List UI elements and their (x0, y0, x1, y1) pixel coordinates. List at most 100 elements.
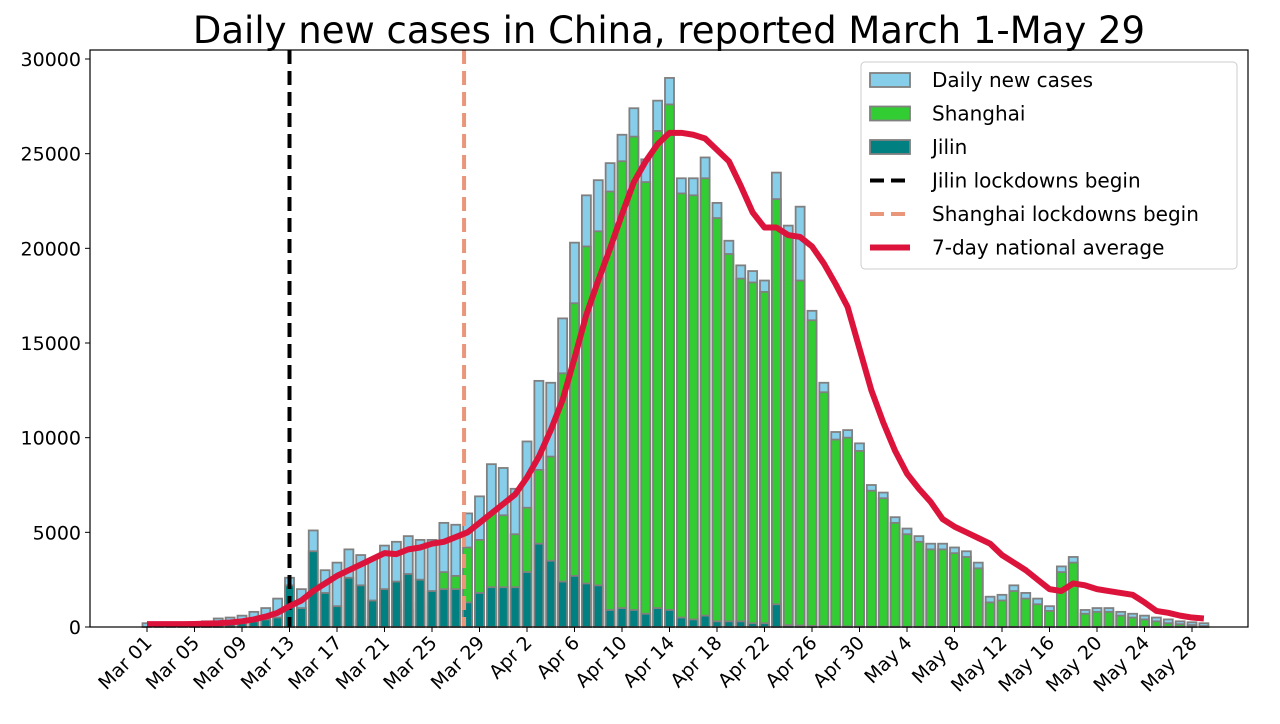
y-tick-label: 10000 (21, 428, 81, 450)
bar-jilin (629, 610, 638, 627)
bar-shanghai (926, 549, 935, 627)
bar-jilin (713, 621, 722, 627)
bar-jilin (428, 591, 437, 627)
bar-shanghai (879, 498, 888, 627)
bar-shanghai (701, 178, 710, 627)
bar-jilin (297, 608, 306, 627)
bar-shanghai (1009, 591, 1018, 627)
legend-label: Jilin (930, 135, 967, 159)
x-tick-label: May 4 (860, 632, 916, 688)
bar-shanghai (831, 440, 840, 627)
x-tick-label: Apr 14 (619, 632, 679, 692)
bar-shanghai (665, 104, 674, 627)
y-tick-label: 15000 (21, 333, 81, 355)
bar-shanghai (914, 542, 923, 627)
bar-jilin (570, 576, 579, 627)
bar-shanghai (772, 199, 781, 627)
bar-shanghai (784, 235, 793, 627)
bar-shanghai (713, 218, 722, 627)
bar-jilin (439, 589, 448, 627)
bar-jilin (487, 587, 496, 627)
bar-jilin (380, 589, 389, 627)
bar-shanghai (724, 254, 733, 627)
bar-jilin (344, 578, 353, 627)
bar-jilin (594, 585, 603, 627)
bar-shanghai (998, 600, 1007, 627)
legend-swatch (870, 73, 910, 87)
bar-shanghai (938, 549, 947, 627)
bar-shanghai (1104, 612, 1113, 627)
bar-shanghai (629, 137, 638, 627)
bar-shanghai (1021, 599, 1030, 627)
bar-shanghai (808, 320, 817, 627)
bar-shanghai (986, 602, 995, 627)
bar-jilin (261, 619, 270, 627)
y-tick-label: 5000 (33, 522, 81, 544)
bar-shanghai (736, 279, 745, 627)
bar-jilin (689, 619, 698, 627)
bar-jilin (665, 610, 674, 627)
bar-shanghai (867, 491, 876, 627)
bar-shanghai (641, 182, 650, 627)
bar-jilin (641, 614, 650, 627)
bar-jilin (333, 606, 342, 627)
legend-swatch (870, 107, 910, 121)
bar-shanghai (843, 438, 852, 627)
y-tick-label: 30000 (21, 49, 81, 71)
bar-shanghai (796, 281, 805, 627)
bar-jilin (546, 561, 555, 627)
bar-jilin (523, 572, 532, 627)
bar-shanghai (653, 131, 662, 627)
bar-shanghai (1116, 616, 1125, 627)
bar-shanghai (1045, 611, 1054, 627)
bar-shanghai (748, 282, 757, 627)
y-tick-label: 20000 (21, 238, 81, 260)
bar-shanghai (1033, 604, 1042, 627)
bar-jilin (772, 604, 781, 627)
bar-jilin (618, 608, 627, 627)
bar-jilin (736, 621, 745, 627)
bar-shanghai (1093, 612, 1102, 627)
x-tick-label: Mar 29 (427, 632, 489, 694)
legend-label: Shanghai lockdowns begin (932, 202, 1199, 226)
y-tick-label: 0 (69, 617, 81, 639)
bar-jilin (475, 593, 484, 627)
bar-shanghai (1081, 614, 1090, 627)
x-tick-label: Apr 22 (714, 632, 774, 692)
bar-jilin (451, 589, 460, 627)
bar-jilin (582, 583, 591, 627)
bar-jilin (404, 574, 413, 627)
x-tick-label: Apr 18 (666, 632, 726, 692)
bar-jilin (558, 582, 567, 627)
x-tick-label: Apr 2 (485, 632, 537, 684)
x-tick-label: Apr 10 (571, 632, 631, 692)
bar-shanghai (760, 292, 769, 627)
bar-jilin (677, 618, 686, 627)
bar-shanghai (974, 568, 983, 627)
bar-jilin (724, 621, 733, 627)
bar-shanghai (689, 195, 698, 627)
bar-jilin (511, 587, 520, 627)
y-tick-label: 25000 (21, 144, 81, 166)
legend-label: Shanghai (932, 102, 1026, 126)
x-tick-label: Apr 30 (809, 632, 869, 692)
bar-jilin (701, 616, 710, 627)
legend-label: Daily new cases (932, 68, 1093, 92)
bar-jilin (606, 610, 615, 627)
bar-shanghai (855, 451, 864, 627)
bar-jilin (499, 587, 508, 627)
bar-shanghai (962, 557, 971, 627)
bar-shanghai (1140, 619, 1149, 627)
bar-shanghai (819, 392, 828, 627)
bar-shanghai (1069, 563, 1078, 627)
bar-shanghai (891, 523, 900, 627)
bar-jilin (321, 593, 330, 627)
bar-jilin (653, 608, 662, 627)
chart-title: Daily new cases in China, reported March… (193, 9, 1145, 52)
x-tick-label: Apr 26 (761, 632, 821, 692)
bar-jilin (416, 580, 425, 627)
bar-shanghai (950, 553, 959, 627)
bar-shanghai (1057, 572, 1066, 627)
bar-shanghai (1128, 618, 1137, 627)
